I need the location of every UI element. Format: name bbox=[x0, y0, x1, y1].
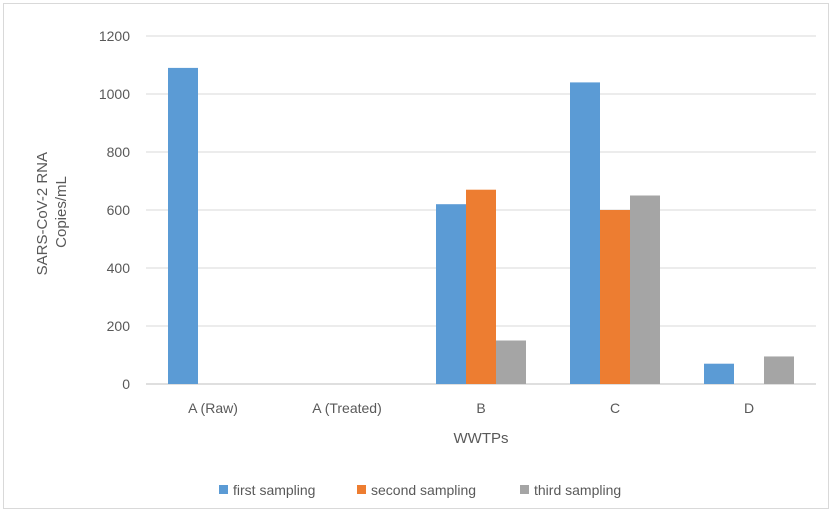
chart-frame bbox=[3, 3, 829, 509]
legend-label: first sampling bbox=[233, 482, 315, 498]
bar-second-sampling-3 bbox=[600, 210, 630, 384]
y-tick-label: 400 bbox=[107, 260, 131, 276]
bar-third-sampling-2 bbox=[496, 340, 526, 384]
legend-swatch bbox=[357, 485, 366, 494]
bar-first-sampling-0 bbox=[168, 67, 198, 385]
legend: first sampling second sampling third sampl… bbox=[219, 482, 621, 498]
x-tick-label: C bbox=[610, 400, 620, 416]
bar-second-sampling-2 bbox=[466, 189, 496, 384]
y-tick-label: 1000 bbox=[99, 86, 130, 102]
bar-first-sampling-4 bbox=[704, 363, 734, 384]
y-axis-title-line-2: Copies/mL bbox=[53, 176, 70, 248]
legend-swatch bbox=[520, 485, 529, 494]
legend-label: third sampling bbox=[534, 482, 621, 498]
y-tick-label: 0 bbox=[122, 376, 130, 392]
bar-third-sampling-3 bbox=[630, 195, 660, 384]
bar-first-sampling-3 bbox=[570, 82, 600, 385]
y-axis-title-line-1: SARS-CoV-2 RNA bbox=[34, 152, 51, 275]
bar-third-sampling-4 bbox=[764, 356, 794, 384]
bars bbox=[168, 67, 794, 385]
x-tick-label: B bbox=[476, 400, 485, 416]
y-tick-labels: 0 200 400 600 800 1000 1200 bbox=[99, 28, 130, 392]
x-axis-title: WWTPs bbox=[454, 430, 509, 447]
x-tick-labels: A (Raw) A (Treated) B C D bbox=[188, 400, 754, 416]
x-tick-label: A (Treated) bbox=[312, 400, 382, 416]
y-tick-label: 800 bbox=[107, 144, 131, 160]
bar-first-sampling-2 bbox=[436, 204, 466, 384]
y-tick-label: 1200 bbox=[99, 28, 130, 44]
x-tick-label: D bbox=[744, 400, 754, 416]
y-axis-title: SARS-CoV-2 RNA Copies/mL bbox=[34, 149, 70, 276]
x-tick-label: A (Raw) bbox=[188, 400, 238, 416]
y-tick-label: 200 bbox=[107, 318, 131, 334]
legend-label: second sampling bbox=[371, 482, 476, 498]
legend-swatch bbox=[219, 485, 228, 494]
y-tick-label: 600 bbox=[107, 202, 131, 218]
